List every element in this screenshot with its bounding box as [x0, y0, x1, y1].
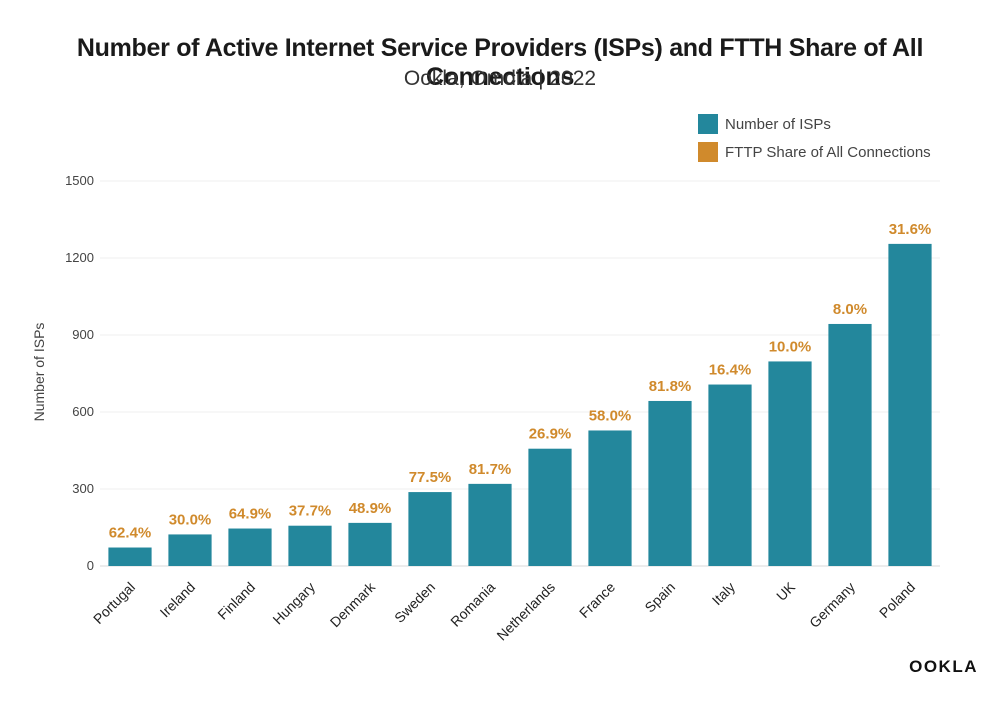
x-tick-label-hungary: Hungary	[269, 579, 318, 628]
legend-item-isps: Number of ISPs	[698, 110, 931, 138]
x-tick-label-uk: UK	[773, 578, 799, 604]
data-label-romania: 81.7%	[469, 461, 512, 478]
data-label-portugal: 62.4%	[109, 525, 152, 542]
data-label-finland: 64.9%	[229, 506, 272, 523]
data-label-netherlands: 26.9%	[529, 426, 572, 443]
y-tick-label: 1200	[65, 250, 94, 265]
bar-france	[588, 430, 632, 566]
data-label-sweden: 77.5%	[409, 469, 452, 486]
chart-subtitle: Ookla, Omdia | 2022	[403, 67, 597, 90]
y-tick-label: 1500	[65, 173, 94, 188]
bar-portugal	[108, 547, 152, 566]
x-tick-label-italy: Italy	[709, 579, 738, 608]
y-axis-title: Number of ISPs	[31, 323, 47, 422]
chart-title: Number of Active Internet Service Provid…	[76, 34, 924, 91]
y-tick-label: 900	[72, 327, 94, 342]
legend-swatch-fttp	[698, 142, 718, 162]
legend: Number of ISPs FTTP Share of All Connect…	[698, 110, 931, 166]
x-tick-label-romania: Romania	[447, 579, 498, 630]
data-label-hungary: 37.7%	[289, 503, 332, 520]
bar-ireland	[168, 534, 212, 566]
legend-label-fttp: FTTP Share of All Connections	[725, 143, 931, 161]
bar-hungary	[288, 525, 332, 566]
x-tick-label-netherlands: Netherlands	[493, 579, 558, 644]
x-tick-label-finland: Finland	[214, 579, 258, 623]
x-tick-label-spain: Spain	[641, 579, 678, 616]
y-axis-ticks: 0 300 600 900 1200 1500	[65, 173, 94, 573]
y-tick-label: 0	[87, 558, 94, 573]
bars	[108, 243, 932, 566]
bar-poland	[888, 243, 932, 566]
x-tick-label-sweden: Sweden	[391, 579, 438, 626]
legend-label-isps: Number of ISPs	[725, 115, 831, 133]
data-label-spain: 81.8%	[649, 378, 692, 395]
bar-sweden	[408, 492, 452, 566]
x-tick-label-france: France	[576, 579, 618, 621]
data-label-italy: 16.4%	[709, 362, 752, 379]
x-tick-label-ireland: Ireland	[157, 579, 199, 621]
y-tick-label: 300	[72, 481, 94, 496]
x-tick-label-denmark: Denmark	[327, 578, 379, 630]
y-tick-label: 600	[72, 404, 94, 419]
data-label-denmark: 48.9%	[349, 500, 392, 517]
x-axis-labels: Portugal Ireland Finland Hungary Denmark Swed…	[90, 578, 918, 643]
data-label-ireland: 30.0%	[169, 511, 212, 528]
legend-swatch-isps	[698, 114, 718, 134]
data-label-uk: 10.0%	[769, 338, 812, 355]
bar-finland	[228, 528, 272, 566]
bar-uk	[768, 361, 812, 566]
bar-romania	[468, 483, 512, 566]
bar-spain	[648, 400, 692, 566]
data-label-germany: 8.0%	[833, 301, 867, 318]
gridlines	[100, 180, 940, 567]
bar-denmark	[348, 522, 392, 566]
legend-item-fttp: FTTP Share of All Connections	[698, 138, 931, 166]
ookla-logo: OOKLA	[909, 657, 978, 676]
data-labels: 62.4% 30.0% 64.9% 37.7% 48.9% 77.5% 81.7% 26.9%…	[109, 221, 932, 542]
bar-germany	[828, 323, 872, 566]
bar-netherlands	[528, 448, 572, 566]
x-tick-label-germany: Germany	[806, 579, 858, 631]
data-label-france: 58.0%	[589, 407, 632, 424]
x-tick-label-portugal: Portugal	[90, 579, 138, 627]
data-label-poland: 31.6%	[889, 221, 932, 238]
x-tick-label-poland: Poland	[876, 579, 918, 621]
bar-italy	[708, 384, 752, 566]
